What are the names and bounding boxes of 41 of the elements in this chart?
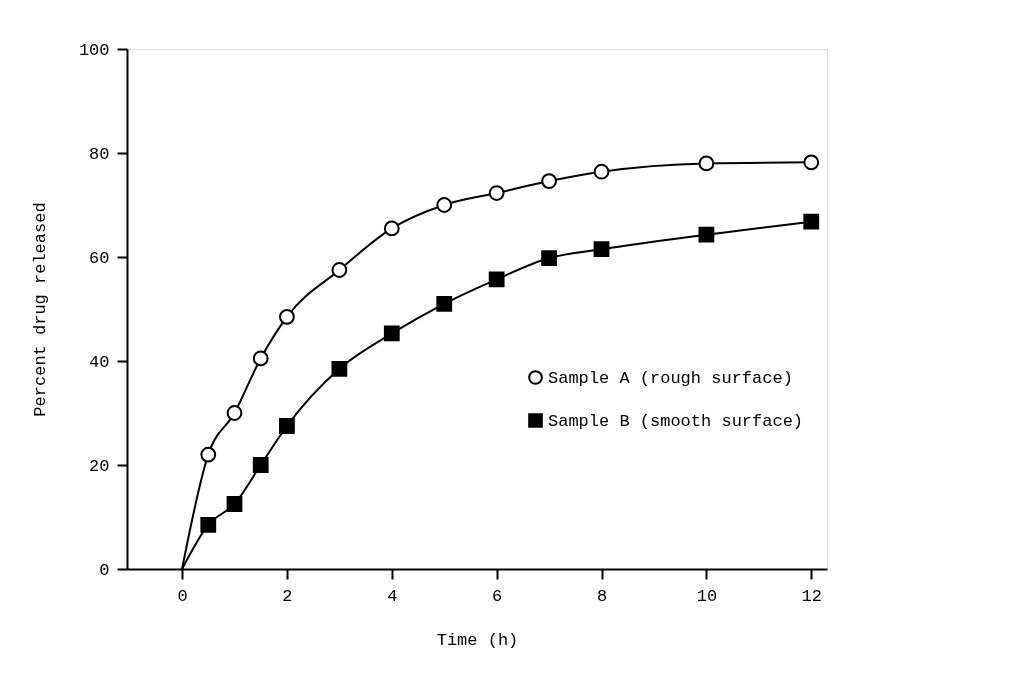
point: [541, 173, 557, 189]
point: [200, 516, 217, 533]
x-tick-label: 4: [387, 586, 398, 606]
point: [279, 308, 295, 325]
x-tick-label: 10: [696, 586, 718, 606]
point: [252, 457, 269, 473]
point: [226, 496, 243, 512]
x-tick-label: 8: [596, 586, 608, 606]
point: [698, 155, 715, 172]
point: [803, 154, 820, 171]
y-tick-label: 40: [89, 352, 110, 372]
point: [436, 295, 453, 312]
point: [698, 226, 715, 243]
x-tick-label: 0: [177, 586, 188, 606]
point: [252, 350, 269, 367]
point: [331, 262, 348, 278]
point: [803, 213, 820, 230]
y-axis-title: Percent drug released: [30, 202, 50, 417]
legend-label: Sample B (smooth surface): [548, 411, 804, 431]
y-tick-label: 0: [99, 560, 110, 580]
point: [436, 197, 453, 213]
point: [593, 163, 610, 180]
point: [593, 241, 610, 258]
x-tick-label: 2: [282, 586, 293, 606]
point: [279, 418, 295, 434]
y-tick-label: 60: [89, 248, 110, 268]
y-tick-label: 20: [89, 456, 110, 476]
point: [226, 405, 243, 421]
y-tick-label: 80: [89, 144, 110, 164]
point: [488, 185, 505, 201]
legend-label: Sample A (rough surface): [548, 368, 793, 388]
point: [541, 250, 557, 266]
x-axis-title: Time (h): [436, 630, 519, 650]
x-tick-label: 6: [492, 586, 503, 606]
y-tick-label: 100: [78, 40, 110, 60]
x-tick-label: 12: [801, 586, 822, 606]
point: [383, 325, 400, 342]
point: [200, 446, 217, 463]
point: [331, 360, 348, 377]
point: [383, 220, 400, 237]
point: [488, 271, 505, 288]
